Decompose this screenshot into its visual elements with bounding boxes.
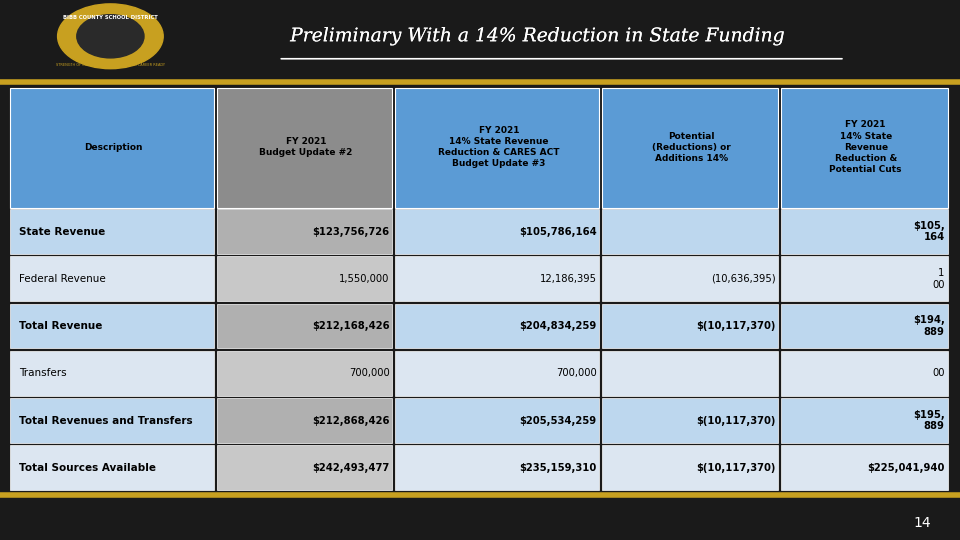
Text: State Revenue: State Revenue (19, 226, 106, 237)
Bar (10, 398, 214, 443)
Text: $(10,117,370): $(10,117,370) (696, 463, 776, 473)
Bar (217, 256, 393, 301)
Text: 12,186,395: 12,186,395 (540, 274, 596, 284)
Text: 1,550,000: 1,550,000 (339, 274, 390, 284)
Text: FY 2021
14% State Revenue
Reduction & CARES ACT
Budget Update #3: FY 2021 14% State Revenue Reduction & CA… (438, 126, 560, 168)
Text: 1
00: 1 00 (932, 268, 945, 289)
Bar (602, 446, 779, 490)
Text: Total Revenue: Total Revenue (19, 321, 103, 331)
Text: $225,041,940: $225,041,940 (867, 463, 945, 473)
Text: Preliminary With a 14% Reduction in State Funding: Preliminary With a 14% Reduction in Stat… (290, 28, 785, 45)
Text: BIBB COUNTY SCHOOL DISTRICT: BIBB COUNTY SCHOOL DISTRICT (63, 15, 157, 20)
Bar (602, 209, 779, 254)
Text: $235,159,310: $235,159,310 (519, 463, 596, 473)
Bar (217, 351, 393, 396)
Text: 700,000: 700,000 (348, 368, 390, 379)
Bar (10, 351, 214, 396)
Bar (10, 256, 214, 301)
Text: 700,000: 700,000 (556, 368, 596, 379)
Bar (602, 256, 779, 301)
Text: $(10,117,370): $(10,117,370) (696, 415, 776, 426)
Text: $194,
889: $194, 889 (913, 315, 945, 337)
Bar (10, 87, 214, 208)
Text: Federal Revenue: Federal Revenue (19, 274, 106, 284)
Bar (10, 303, 214, 348)
Text: 14: 14 (914, 516, 931, 530)
Text: Description: Description (84, 143, 142, 152)
Bar (217, 209, 393, 254)
Text: FY 2021
14% State
Revenue
Reduction &
Potential Cuts: FY 2021 14% State Revenue Reduction & Po… (829, 120, 902, 174)
Text: (10,636,395): (10,636,395) (710, 274, 776, 284)
Bar (217, 303, 393, 348)
Text: $123,756,726: $123,756,726 (312, 226, 390, 237)
Text: $212,868,426: $212,868,426 (312, 415, 390, 426)
Text: Potential
(Reductions) or
Additions 14%: Potential (Reductions) or Additions 14% (652, 132, 732, 163)
Bar (781, 398, 948, 443)
Text: $205,534,259: $205,534,259 (519, 415, 596, 426)
Bar (781, 446, 948, 490)
Text: Total Revenues and Transfers: Total Revenues and Transfers (19, 415, 193, 426)
Bar (396, 209, 599, 254)
Text: $242,493,477: $242,493,477 (312, 463, 390, 473)
Bar (602, 303, 779, 348)
Text: Transfers: Transfers (19, 368, 67, 379)
Bar (602, 351, 779, 396)
Bar (217, 87, 393, 208)
Bar (396, 446, 599, 490)
Ellipse shape (58, 4, 163, 69)
Bar (781, 256, 948, 301)
Text: $195,
889: $195, 889 (913, 410, 945, 431)
Text: FY 2021
Budget Update #2: FY 2021 Budget Update #2 (259, 137, 352, 157)
Bar (396, 256, 599, 301)
Bar (781, 303, 948, 348)
Bar (781, 351, 948, 396)
Bar (602, 87, 779, 208)
Bar (602, 398, 779, 443)
Bar (396, 87, 599, 208)
Text: 00: 00 (932, 368, 945, 379)
Text: STRENGTH OF CHARACTER AND COLLEGE OR CAREER READY: STRENGTH OF CHARACTER AND COLLEGE OR CAR… (56, 63, 165, 67)
Text: $(10,117,370): $(10,117,370) (696, 321, 776, 331)
Bar (10, 209, 214, 254)
Bar (217, 446, 393, 490)
Ellipse shape (77, 15, 144, 58)
Bar (781, 209, 948, 254)
Bar (217, 398, 393, 443)
Text: $204,834,259: $204,834,259 (519, 321, 596, 331)
Bar (781, 87, 948, 208)
Text: Total Sources Available: Total Sources Available (19, 463, 156, 473)
Text: $105,
164: $105, 164 (913, 221, 945, 242)
Text: $212,168,426: $212,168,426 (312, 321, 390, 331)
Bar (396, 398, 599, 443)
Bar (396, 303, 599, 348)
Bar (10, 446, 214, 490)
Bar (396, 351, 599, 396)
Text: $105,786,164: $105,786,164 (518, 226, 596, 237)
